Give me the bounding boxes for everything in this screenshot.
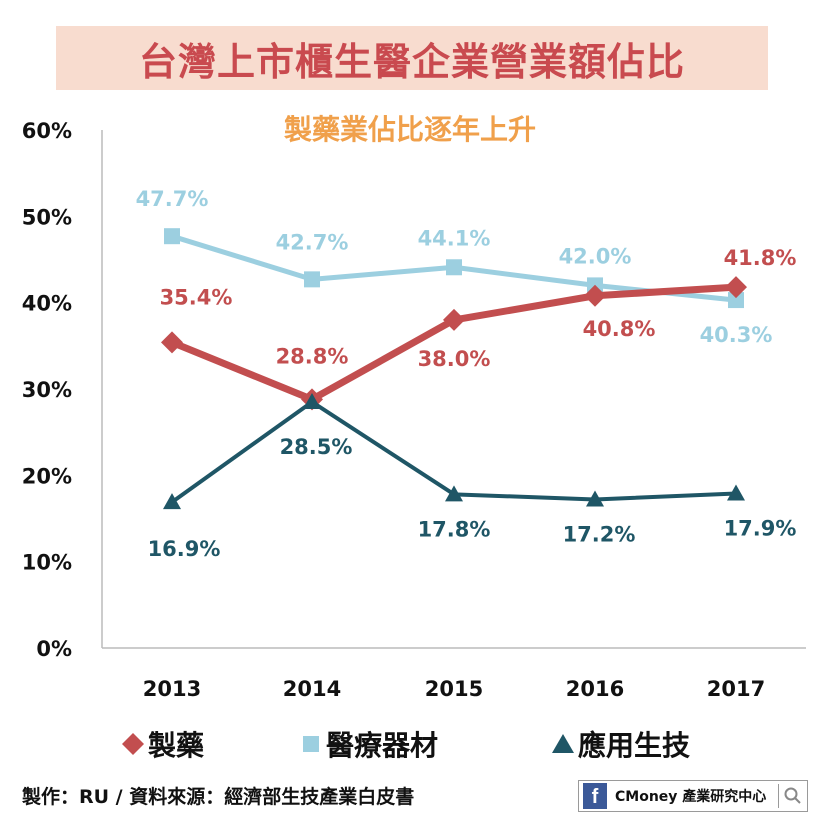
- y-tick-label: 50%: [22, 205, 72, 229]
- data-point-biotech: [303, 392, 321, 409]
- data-label-pharma: 38.0%: [418, 347, 491, 371]
- source-note: 製作：RU / 資料來源：經濟部生技產業白皮書: [22, 786, 415, 808]
- brand-name: CMoney 產業研究中心: [615, 789, 767, 805]
- data-label-pharma: 28.8%: [276, 344, 349, 368]
- data-point-pharma: [161, 331, 183, 354]
- data-label-pharma: 41.8%: [724, 246, 797, 270]
- diamond-icon: [122, 733, 144, 755]
- x-tick-label: 2016: [566, 677, 624, 701]
- legend-item-devices: 醫療器材: [296, 724, 438, 764]
- legend: 製藥 醫療器材 應用生技: [0, 724, 820, 768]
- y-tick-label: 10%: [22, 551, 72, 575]
- data-label-biotech: 17.2%: [563, 523, 636, 547]
- x-tick-label: 2013: [143, 677, 201, 701]
- data-label-devices: 42.0%: [559, 244, 632, 268]
- search-icon: [779, 787, 807, 805]
- legend-item-pharma: 製藥: [118, 724, 204, 764]
- y-tick-label: 0%: [36, 637, 72, 661]
- data-label-pharma: 40.8%: [583, 317, 656, 341]
- data-point-pharma: [443, 308, 465, 331]
- x-tick-label: 2015: [425, 677, 483, 701]
- data-point-devices: [164, 228, 180, 245]
- y-tick-label: 30%: [22, 378, 72, 402]
- legend-item-biotech: 應用生技: [548, 724, 690, 764]
- square-icon: [303, 736, 319, 752]
- data-label-pharma: 35.4%: [160, 285, 233, 309]
- legend-label-pharma: 製藥: [148, 729, 205, 762]
- brand-divider: [778, 784, 779, 808]
- data-label-biotech: 28.5%: [280, 435, 353, 459]
- data-point-devices: [446, 259, 462, 276]
- legend-label-devices: 醫療器材: [326, 729, 439, 762]
- x-tick-label: 2014: [283, 677, 341, 701]
- facebook-icon: f: [583, 783, 607, 809]
- data-label-devices: 40.3%: [700, 323, 773, 347]
- title-band: 台灣上市櫃生醫企業營業額佔比: [56, 26, 768, 90]
- data-label-biotech: 17.9%: [724, 516, 797, 540]
- y-tick-label: 40%: [22, 292, 72, 316]
- data-point-biotech: [445, 485, 463, 502]
- data-label-biotech: 16.9%: [148, 537, 221, 561]
- series-line-pharma: [170, 283, 737, 403]
- chart-subtitle: 製藥業佔比逐年上升: [283, 113, 536, 146]
- data-point-biotech: [727, 484, 745, 501]
- brand-badge: f CMoney 產業研究中心: [578, 780, 808, 812]
- data-label-devices: 47.7%: [136, 187, 209, 211]
- data-point-pharma: [725, 276, 747, 299]
- data-point-devices: [728, 292, 744, 309]
- y-tick-label: 20%: [22, 464, 72, 488]
- y-tick-label: 60%: [22, 119, 72, 143]
- x-tick-label: 2017: [707, 677, 765, 701]
- line-chart: 0% 10% 20% 30% 40% 50% 60% 2013 2014 2015 2016 2017…: [22, 119, 806, 701]
- legend-label-biotech: 應用生技: [578, 729, 691, 762]
- data-point-pharma: [584, 284, 606, 307]
- triangle-icon: [552, 734, 574, 753]
- data-point-devices: [304, 271, 320, 288]
- data-label-devices: 42.7%: [276, 230, 349, 254]
- chart-title: 台灣上市櫃生醫企業營業額佔比: [138, 39, 685, 84]
- data-point-biotech: [586, 490, 604, 507]
- data-point-biotech: [163, 493, 181, 510]
- data-label-devices: 44.1%: [418, 226, 491, 250]
- data-label-biotech: 17.8%: [418, 517, 491, 541]
